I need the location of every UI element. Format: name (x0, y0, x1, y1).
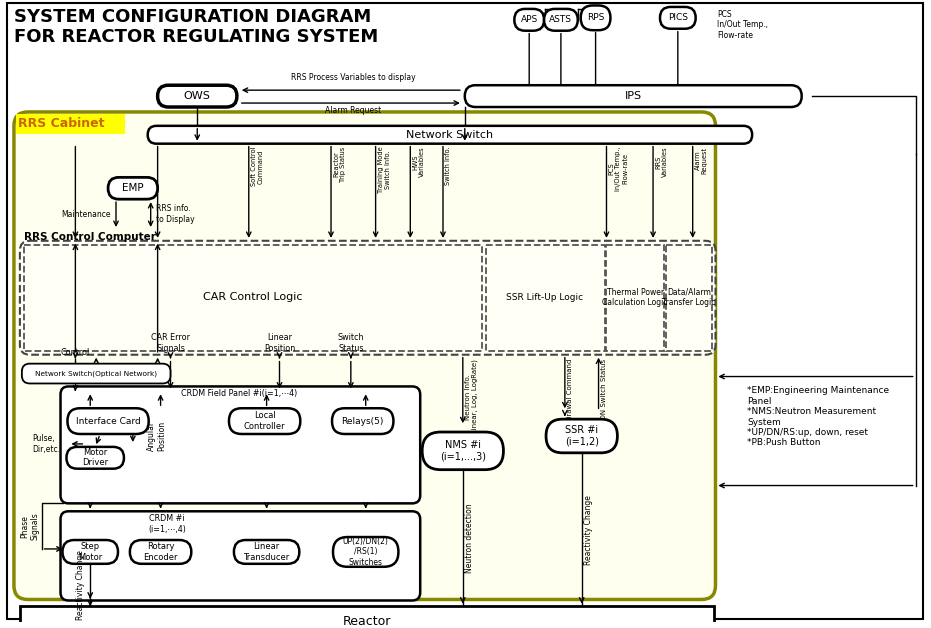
Text: SYSTEM CONFIGURATION DIAGRAM: SYSTEM CONFIGURATION DIAGRAM (14, 8, 371, 26)
Text: Thermal Power
Calculation Logic: Thermal Power Calculation Logic (602, 288, 668, 307)
FancyBboxPatch shape (422, 432, 504, 470)
Text: APS: APS (520, 15, 538, 24)
Text: CAR Control Logic: CAR Control Logic (203, 292, 303, 302)
Text: RRS Cabinet: RRS Cabinet (18, 117, 104, 131)
Text: RRS
Variables: RRS Variables (655, 147, 668, 177)
FancyBboxPatch shape (514, 9, 544, 31)
Bar (606, 245, 664, 351)
Text: FOR REACTOR REGULATING SYSTEM: FOR REACTOR REGULATING SYSTEM (14, 28, 378, 46)
Text: CRDM #i
(i=1,⋯,4): CRDM #i (i=1,⋯,4) (149, 514, 186, 534)
Text: Pulse,
Dir,etc.: Pulse, Dir,etc. (33, 434, 61, 453)
Text: Switch
Status: Switch Status (338, 333, 364, 353)
Text: SSR Lift-Up Logic: SSR Lift-Up Logic (506, 293, 584, 302)
FancyBboxPatch shape (332, 408, 394, 434)
Text: Withdrawal Command: Withdrawal Command (567, 359, 573, 436)
FancyBboxPatch shape (333, 537, 398, 567)
Text: RRS Process Variables to display: RRS Process Variables to display (290, 73, 415, 82)
Text: Step
Motor: Step Motor (78, 542, 102, 561)
Text: RRS Control Computer: RRS Control Computer (24, 232, 155, 242)
FancyBboxPatch shape (14, 112, 716, 600)
Text: Network Switch(Optical Network): Network Switch(Optical Network) (35, 371, 157, 377)
FancyBboxPatch shape (130, 540, 191, 564)
Text: HWS
Variables: HWS Variables (412, 147, 425, 177)
Text: Linear
Position: Linear Position (263, 333, 295, 353)
FancyBboxPatch shape (157, 85, 236, 107)
Text: PICS: PICS (668, 13, 688, 23)
Bar (24, 245, 481, 351)
Text: Local
Controller: Local Controller (244, 411, 286, 431)
FancyBboxPatch shape (66, 447, 124, 468)
FancyBboxPatch shape (62, 540, 118, 564)
FancyBboxPatch shape (20, 241, 716, 355)
FancyBboxPatch shape (148, 126, 752, 144)
FancyBboxPatch shape (465, 85, 802, 107)
Text: Maintenance: Maintenance (61, 210, 111, 219)
FancyBboxPatch shape (581, 6, 611, 30)
Text: Motor
Driver: Motor Driver (82, 448, 108, 467)
Text: UP(2)/DN(2)
/RS(1)
Switches: UP(2)/DN(2) /RS(1) Switches (343, 537, 388, 567)
Text: Neutron Info.
(Linear, Log, LogRate): Neutron Info. (Linear, Log, LogRate) (465, 359, 479, 436)
FancyBboxPatch shape (21, 364, 170, 384)
Text: CRDM Field Panel #i(i=1,⋯4): CRDM Field Panel #i(i=1,⋯4) (181, 389, 297, 398)
Text: Reactivity Change: Reactivity Change (76, 550, 86, 620)
Text: Network Switch: Network Switch (406, 130, 493, 140)
Text: CAR Error
Signals: CAR Error Signals (151, 333, 190, 353)
Text: Switch Info.: Switch Info. (445, 147, 451, 185)
Text: SSR #i
(i=1,2): SSR #i (i=1,2) (565, 425, 599, 447)
Text: Phase
Signals: Phase Signals (20, 512, 40, 540)
Bar (666, 245, 711, 351)
Text: Linear
Transducer: Linear Transducer (244, 542, 290, 561)
Text: Angular
Position: Angular Position (147, 421, 166, 451)
Text: Training Mode
Switch Info.: Training Mode Switch Info. (378, 147, 391, 193)
Text: ASTS: ASTS (549, 15, 573, 24)
Text: Control: Control (61, 348, 90, 357)
Text: NMS #i
(i=1,...,3): NMS #i (i=1,...,3) (439, 440, 486, 462)
FancyBboxPatch shape (544, 9, 578, 31)
FancyBboxPatch shape (108, 177, 157, 199)
Text: Alarm Request: Alarm Request (325, 106, 381, 115)
Text: Reactor: Reactor (343, 615, 391, 628)
Text: RPS: RPS (587, 13, 604, 23)
Text: EMP: EMP (122, 183, 143, 193)
FancyBboxPatch shape (229, 408, 301, 434)
Text: UP/DN Switch Status: UP/DN Switch Status (600, 359, 606, 431)
Text: Relays(5): Relays(5) (342, 416, 384, 426)
Text: Soft Control
Command: Soft Control Command (250, 147, 263, 186)
Text: Reactor
Trip Status: Reactor Trip Status (333, 147, 346, 182)
FancyBboxPatch shape (660, 7, 695, 29)
Text: Rotary
Encoder: Rotary Encoder (143, 542, 178, 561)
Text: OWS: OWS (183, 91, 210, 101)
Text: Alarm
Request: Alarm Request (695, 147, 708, 174)
Text: PCS
In/Out Temp.,
Flow-rate: PCS In/Out Temp., Flow-rate (718, 10, 768, 40)
FancyBboxPatch shape (234, 540, 299, 564)
Bar (20, 607, 713, 628)
Text: Reactivity Change: Reactivity Change (584, 495, 593, 565)
FancyBboxPatch shape (67, 408, 149, 434)
Text: Data/Alarm
Transfer Logic: Data/Alarm Transfer Logic (662, 288, 715, 307)
Text: PCS
In/Out Temp.,
Flow-rate: PCS In/Out Temp., Flow-rate (609, 147, 628, 191)
Text: *EMP:Engineering Maintenance
Panel
*NMS:Neutron Measurement
System
*UP/DN/RS:up,: *EMP:Engineering Maintenance Panel *NMS:… (748, 386, 889, 447)
Bar (16, 114, 125, 134)
Text: Neutron detection: Neutron detection (465, 503, 474, 573)
Bar (486, 245, 604, 351)
FancyBboxPatch shape (546, 419, 617, 453)
Text: Interface Card: Interface Card (75, 416, 141, 426)
Text: RRS info.
to Display: RRS info. to Display (155, 204, 195, 224)
FancyBboxPatch shape (61, 386, 420, 504)
FancyBboxPatch shape (61, 511, 420, 600)
Text: IPS: IPS (625, 91, 641, 101)
